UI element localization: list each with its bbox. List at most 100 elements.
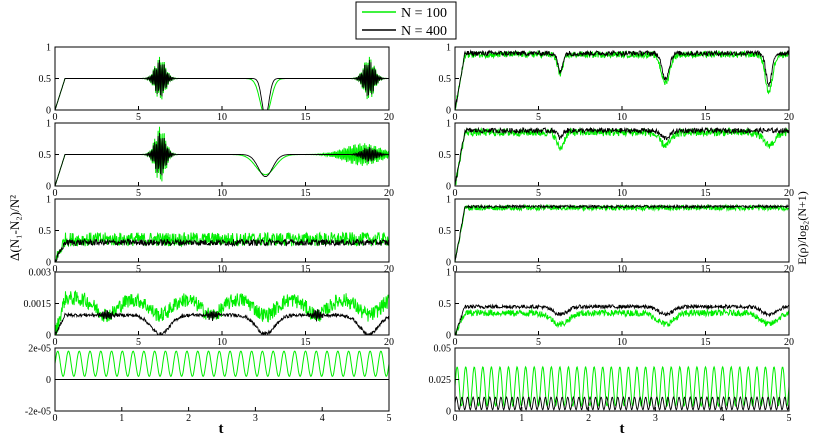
left-panel-3-frame <box>54 198 390 263</box>
left-panel-1-ytick-label-0: 0 <box>46 106 51 117</box>
left-panel-1-series-n400 <box>55 59 389 110</box>
left-panel-4-ytick-label-2: 0.003 <box>29 268 52 279</box>
legend: N = 100 N = 400 <box>355 1 457 40</box>
right-panel-4: 0 5 10 15 20 0 0.5 1 <box>439 268 795 349</box>
left-panel-4-ytick-label-1: 0.0015 <box>24 299 52 310</box>
right-panel-1: 0 5 10 15 20 0 0.5 1 <box>439 43 795 124</box>
left-panel-2-series-n100 <box>55 126 389 186</box>
right-panel-3-ytick-label-2: 1 <box>446 195 451 206</box>
right-panel-5-series-n100 <box>455 365 789 408</box>
right-panel-3-xtick-label-4: 20 <box>784 264 794 275</box>
right-panel-5-xtick-label-5: 5 <box>787 413 792 424</box>
right-panel-2-xtick-label-2: 10 <box>617 188 627 199</box>
right-panel-4-xtick-label-4: 20 <box>784 337 794 348</box>
right-panel-1-plot-area <box>455 49 789 110</box>
left-panel-2-ytick-label-1: 0.5 <box>39 150 52 161</box>
left-panel-5-xtick-label-1: 1 <box>119 413 124 424</box>
legend-label-n100: N = 100 <box>401 6 447 21</box>
left-panel-4-series-n400 <box>55 309 389 335</box>
right-panel-2-series-n400 <box>455 126 789 186</box>
left-panel-4-xtick-label-4: 20 <box>384 337 394 348</box>
right-panel-2-ytick-label-1: 0.5 <box>439 150 452 161</box>
right-panel-2-ytick-label-2: 1 <box>446 119 451 130</box>
right-panel-3-series-n100 <box>455 203 789 262</box>
left-panel-5-ytick-label-2: 2e-05 <box>28 344 51 355</box>
right-panel-3-xtick-label-1: 5 <box>536 264 541 275</box>
right-panel-3-xtick-label-0: 0 <box>453 264 458 275</box>
left-panel-5-xtick-label-4: 4 <box>320 413 325 424</box>
left-panel-5-ytick-label-0: -2e-05 <box>25 407 51 418</box>
left-panel-4: 0 5 10 15 20 0 0.0015 0.003 <box>24 268 395 349</box>
right-panel-1-xtick-label-3: 15 <box>701 112 711 123</box>
right-panel-3-plot-area <box>455 203 789 262</box>
right-panel-4-series-n400 <box>455 303 789 335</box>
left-panel-4-xtick-label-3: 15 <box>301 337 311 348</box>
legend-box <box>355 1 457 40</box>
right-panel-5: 0 1 2 3 4 5 0 0.025 0.05 <box>429 344 792 425</box>
right-panel-3-xtick-label-2: 10 <box>617 264 627 275</box>
left-panel-1: 0 5 10 15 20 0 0.5 1 <box>39 43 395 124</box>
left-panel-4-plot-area <box>55 290 389 335</box>
right-panel-1-series-n400 <box>455 49 789 109</box>
right-panel-1-xtick-label-0: 0 <box>453 112 458 123</box>
left-panel-4-ytick-label-0: 0 <box>46 331 51 342</box>
left-panel-3-xtick-label-3: 15 <box>301 264 311 275</box>
left-panel-2-xtick-label-3: 15 <box>301 188 311 199</box>
right-panel-2-xtick-label-0: 0 <box>453 188 458 199</box>
left-panel-2-xtick-label-4: 20 <box>384 188 394 199</box>
right-panel-1-ytick-label-1: 0.5 <box>439 74 452 85</box>
left-panel-5-xtick-label-0: 0 <box>53 413 58 424</box>
right-panel-5-xtick-label-0: 0 <box>453 413 458 424</box>
left-panel-3: 0 5 10 15 20 0 0.5 1 <box>39 195 395 276</box>
right-panel-5-ytick-label-2: 0.05 <box>434 344 452 355</box>
right-panel-4-plot-area <box>455 303 789 335</box>
right-panel-2-xtick-label-4: 20 <box>784 188 794 199</box>
right-panel-5-xtick-label-3: 3 <box>653 413 658 424</box>
left-panel-3-xtick-label-0: 0 <box>53 264 58 275</box>
right-panel-1-xtick-label-1: 5 <box>536 112 541 123</box>
left-panel-3-xtick-label-4: 20 <box>384 264 394 275</box>
right-panel-3: 0 5 10 15 20 0 0.5 1 <box>439 195 795 276</box>
right-panel-4-ytick-label-0: 0 <box>446 331 451 342</box>
left-panel-1-plot-area <box>55 56 389 110</box>
right-x-axis-label: t <box>620 421 625 436</box>
right-panel-4-xtick-label-2: 10 <box>617 337 627 348</box>
left-panel-2-ytick-label-2: 1 <box>46 119 51 130</box>
left-panel-3-xtick-label-1: 5 <box>136 264 141 275</box>
right-panel-5-plot-area <box>455 365 789 411</box>
left-panel-2-xtick-label-2: 10 <box>217 188 227 199</box>
left-panel-3-xtick-label-2: 10 <box>217 264 227 275</box>
right-panel-5-series-n400 <box>455 396 789 411</box>
left-panel-5-plot-area <box>55 350 389 380</box>
left-panel-2-ytick-label-0: 0 <box>46 182 51 193</box>
right-panel-2-plot-area <box>455 126 789 186</box>
left-panel-1-xtick-label-2: 10 <box>217 112 227 123</box>
left-panel-1-xtick-label-4: 20 <box>384 112 394 123</box>
right-panel-4-xtick-label-0: 0 <box>453 337 458 348</box>
left-panel-2-series-n400 <box>55 132 389 186</box>
left-panel-5-xtick-label-3: 3 <box>253 413 258 424</box>
left-y-axis-label: Δ(N₁-N₂)/N² <box>7 195 22 261</box>
left-panel-4-xtick-label-2: 10 <box>217 337 227 348</box>
right-panel-5-xtick-label-4: 4 <box>720 413 725 424</box>
right-panel-4-xtick-label-1: 5 <box>536 337 541 348</box>
right-y-axis-label: E(ρ)/log₂(N+1) <box>795 191 809 265</box>
right-panel-3-ytick-label-0: 0 <box>446 258 451 269</box>
right-panel-2-ytick-label-0: 0 <box>446 182 451 193</box>
left-panel-5-xtick-label-5: 5 <box>387 413 392 424</box>
right-panel-2-xtick-label-1: 5 <box>536 188 541 199</box>
right-panel-4-ytick-label-2: 1 <box>446 268 451 279</box>
right-panel-5-xtick-label-1: 1 <box>519 413 524 424</box>
left-panel-3-ytick-label-1: 0.5 <box>39 226 52 237</box>
left-panel-3-series-n100 <box>55 231 389 262</box>
right-panel-4-ytick-label-1: 0.5 <box>439 299 452 310</box>
right-panel-2-xtick-label-3: 15 <box>701 188 711 199</box>
legend-label-n400: N = 400 <box>401 24 447 39</box>
left-panel-2-plot-area <box>55 126 389 186</box>
right-panel-3-ytick-label-1: 0.5 <box>439 226 452 237</box>
left-x-axis-label: t <box>219 421 224 436</box>
right-panel-4-xtick-label-3: 15 <box>701 337 711 348</box>
right-panel-1-ytick-label-2: 1 <box>446 43 451 54</box>
right-panel-3-xtick-label-3: 15 <box>701 264 711 275</box>
